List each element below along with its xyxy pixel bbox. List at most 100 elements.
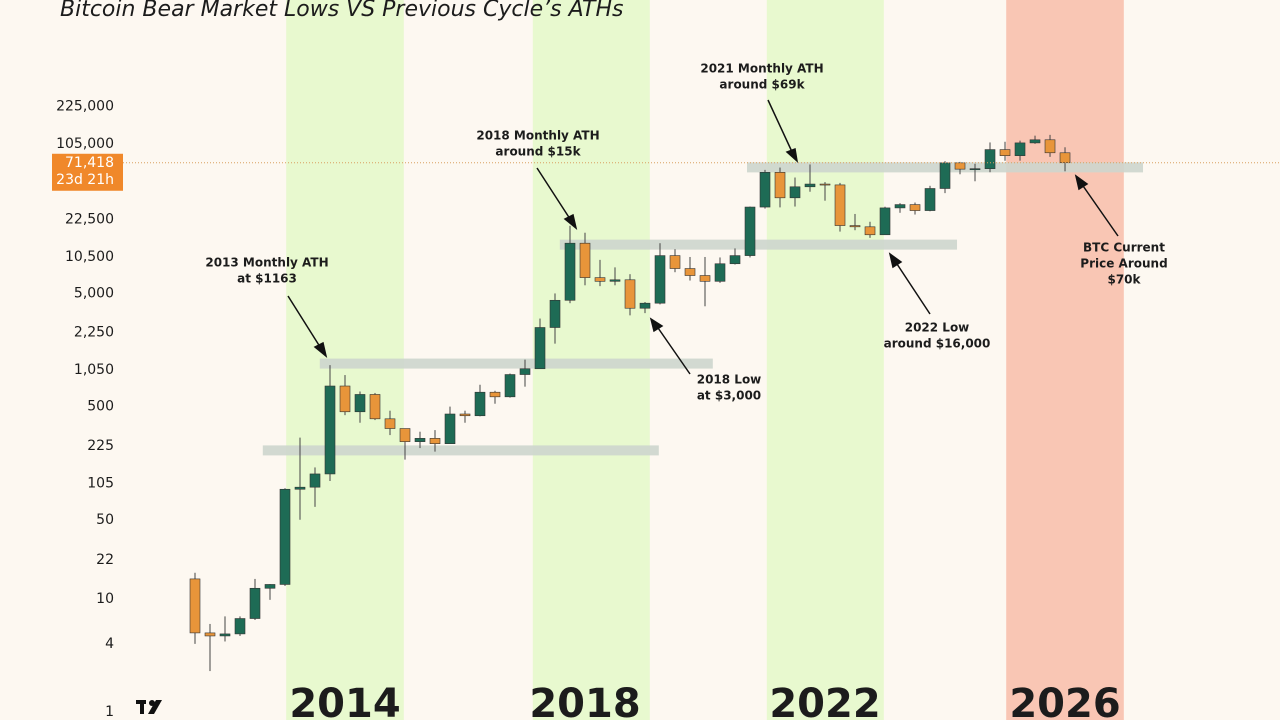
candle-body: [1059, 152, 1071, 164]
candle-body: [984, 149, 996, 169]
candle-body: [564, 242, 576, 301]
candle-body: [924, 188, 936, 211]
candle-body: [759, 172, 771, 208]
current-price-label: 71,418: [65, 155, 114, 171]
candle-body: [279, 488, 291, 585]
candle-body: [789, 186, 801, 199]
annotation: around $69k: [719, 78, 805, 92]
arrow-head: [888, 252, 903, 269]
annotation: 2018 Monthly ATH: [476, 129, 599, 143]
candle-body: [414, 438, 426, 442]
candle-body: [609, 279, 621, 282]
x-tick-label: 2014: [289, 681, 400, 720]
candle-body: [534, 327, 546, 370]
candle-body: [999, 149, 1011, 156]
x-tick-label: 2022: [769, 681, 880, 720]
candle-body: [654, 255, 666, 304]
arrow-head: [649, 317, 664, 333]
level-bar: [319, 358, 713, 369]
arrows: [287, 99, 1119, 375]
candle-body: [744, 206, 756, 256]
current-price-box: [52, 153, 123, 191]
candle-body: [429, 438, 441, 444]
arrow-head: [563, 213, 578, 230]
candle-body: [684, 268, 696, 276]
y-tick-label: 10: [96, 591, 114, 607]
candle-body: [324, 385, 336, 475]
chart-title: Bitcoin Bear Market Lows VS Previous Cyc…: [60, 0, 623, 22]
candle-body: [1044, 139, 1056, 154]
candle-body: [624, 279, 636, 309]
candle-body: [954, 162, 966, 170]
y-tick-label: 5,000: [74, 285, 114, 301]
candle-body: [909, 204, 921, 211]
candle-body: [699, 275, 711, 282]
arrow-head: [785, 147, 799, 163]
candle-body: [399, 428, 411, 442]
y-tick-label: 4: [105, 636, 114, 652]
candle-body: [369, 394, 381, 420]
candle-body: [384, 418, 396, 429]
y-tick-label: 105: [87, 475, 114, 491]
arrow: [536, 167, 573, 223]
annotation: around $16,000: [884, 337, 991, 351]
candle-body: [444, 413, 456, 444]
candles: [189, 134, 1071, 672]
y-tick-label: 10,500: [65, 249, 114, 265]
candle-body: [189, 578, 201, 634]
candle-body: [969, 168, 981, 170]
candle-body: [939, 162, 951, 189]
y-tick-label: 1: [105, 704, 114, 720]
candle-body: [489, 391, 501, 398]
band: [1006, 0, 1124, 720]
countdown-label: 23d 21h: [56, 172, 114, 188]
arrow: [894, 260, 931, 315]
candle-body: [294, 486, 306, 490]
y-tick-label: 225: [87, 438, 114, 454]
y-tick-label: 105,000: [56, 136, 114, 152]
candle-body: [1029, 139, 1041, 144]
candle-body: [249, 587, 261, 619]
annotation: 2022 Low: [905, 321, 970, 335]
candle-body: [849, 225, 861, 228]
y-tick-label: 225,000: [56, 98, 114, 114]
candle-body: [264, 584, 276, 589]
x-tick-label: 2026: [1009, 681, 1120, 720]
candle-body: [309, 473, 321, 488]
arrow-head: [313, 341, 328, 358]
candle-body: [774, 172, 786, 199]
candle-body: [804, 183, 816, 188]
candle-body: [1014, 142, 1026, 156]
candle-body: [549, 299, 561, 328]
level-bar: [559, 239, 958, 250]
y-tick-label: 2,250: [74, 325, 114, 341]
candle-body: [339, 385, 351, 413]
annotation: around $15k: [495, 145, 581, 159]
annotation: 2018 Low: [697, 373, 762, 387]
arrow: [767, 99, 794, 155]
candle-body: [879, 207, 891, 236]
y-tick-label: 22: [96, 552, 114, 568]
candle-body: [894, 204, 906, 209]
candle-body: [579, 242, 591, 278]
y-tick-label: 50: [96, 512, 114, 528]
candle-body: [234, 618, 246, 635]
level-bar: [262, 445, 659, 456]
annotation: BTC Current: [1083, 241, 1165, 255]
candle-body: [354, 394, 366, 413]
candle-body: [639, 302, 651, 309]
y-tick-label: 22,500: [65, 212, 114, 228]
tradingview-logo: [136, 700, 162, 714]
candle-body: [714, 263, 726, 282]
band: [766, 0, 884, 720]
y-tick-label: 500: [87, 399, 114, 415]
candle-body: [519, 368, 531, 375]
candle-body: [864, 226, 876, 236]
candle-body: [729, 255, 741, 265]
candle-body: [594, 277, 606, 282]
annotation: at $3,000: [697, 389, 761, 403]
annotation: 2013 Monthly ATH: [205, 256, 328, 270]
candle-body: [459, 413, 471, 417]
